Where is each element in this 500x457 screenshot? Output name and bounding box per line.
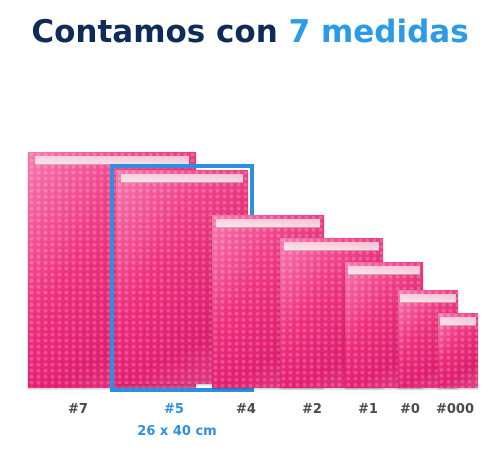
size-label-2: #2 [302,402,322,417]
size-label-0: #0 [400,402,420,417]
size-label-000: #000 [435,402,475,417]
page-heading: Contamos con 7 medidas [0,14,500,50]
size-label-7: #7 [68,402,88,417]
heading-text: Contamos con [31,14,289,50]
size-label-4: #4 [236,402,256,417]
envelope-000[interactable] [438,313,478,388]
size-label-1: #1 [358,402,378,417]
heading-accent: 7 medidas [288,14,469,50]
size-label-5: #5 [164,402,184,417]
size-dimensions: 26 x 40 cm [137,424,217,439]
